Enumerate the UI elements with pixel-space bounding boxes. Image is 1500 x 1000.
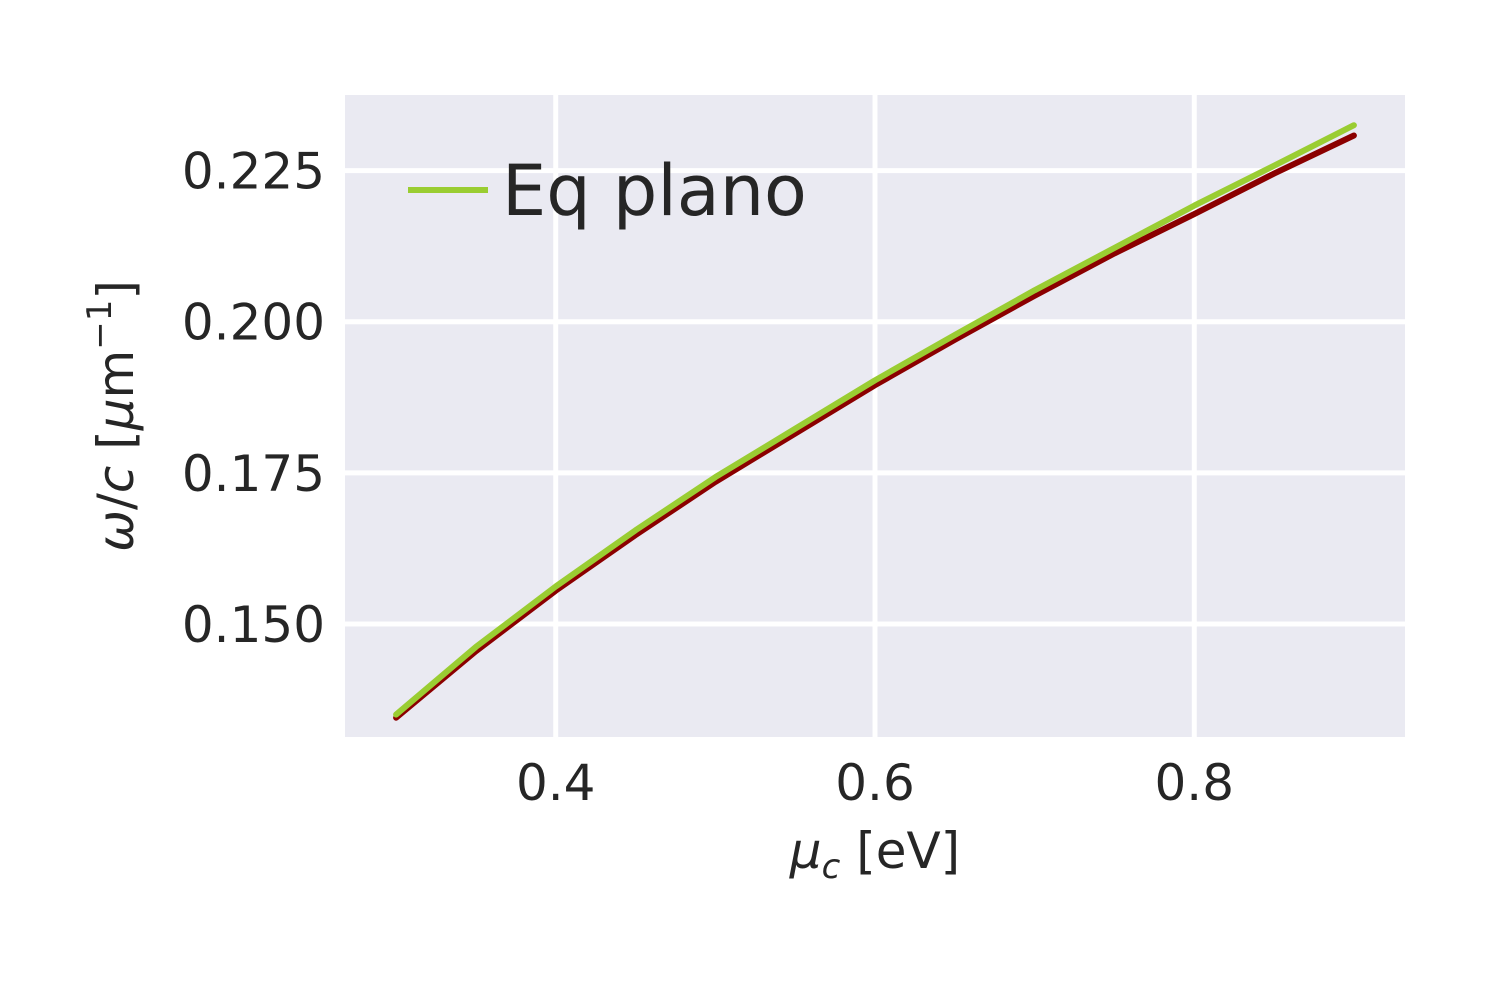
x-axis-label: μc [eV]: [789, 822, 960, 887]
x-tick-label: 0.8: [1155, 754, 1235, 812]
y-tick-label: 0.150: [182, 596, 325, 654]
legend-label: Eq plano: [502, 150, 807, 232]
x-tick-label: 0.6: [835, 754, 915, 812]
y-tick-label: 0.200: [182, 294, 325, 352]
grid: [345, 95, 1405, 737]
x-tick-labels: 0.4 0.6 0.8: [516, 754, 1234, 812]
legend: Eq plano: [408, 150, 807, 232]
y-axis-label: ω/c [μm−1]: [80, 280, 145, 552]
series-line-eq-plano: [393, 122, 1357, 718]
series-layer: [393, 122, 1357, 721]
x-tick-label: 0.4: [516, 754, 596, 812]
y-tick-labels: 0.150 0.175 0.200 0.225: [182, 143, 325, 654]
y-tick-label: 0.225: [182, 143, 325, 201]
y-tick-label: 0.175: [182, 445, 325, 503]
series-line-unlabeled-0: [393, 132, 1357, 721]
